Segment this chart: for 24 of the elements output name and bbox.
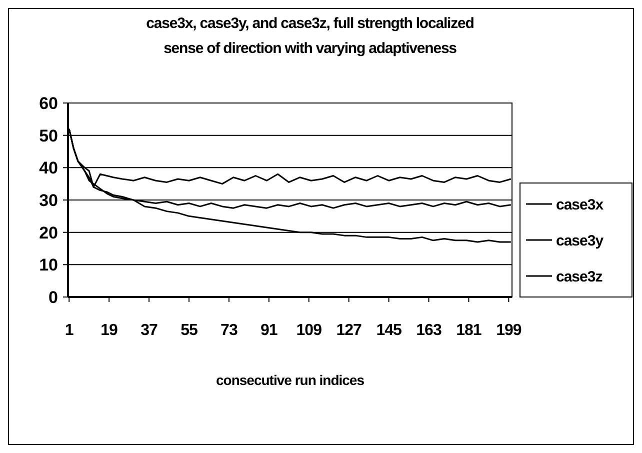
chart-title: case3x, case3y, and case3z, full strength localized sense of direction with varying adaptiveness: [146, 15, 474, 57]
y-tick-label: 0: [48, 288, 58, 307]
x-tick-label: 1: [64, 322, 74, 339]
x-tick-label: 19: [100, 322, 118, 339]
x-tick-label: 145: [376, 322, 402, 339]
x-axis-title: consecutive run indices: [216, 372, 365, 388]
x-tick-label: 127: [336, 322, 362, 339]
x-tick-label: 55: [180, 322, 198, 339]
x-tick-label: 163: [416, 322, 442, 339]
x-tick-label: 91: [260, 322, 278, 339]
legend-label: case3y: [556, 232, 604, 250]
y-tick-label: 40: [39, 158, 58, 178]
x-tick-label: 73: [220, 322, 238, 339]
x-tick-label: 109: [296, 322, 322, 339]
x-tick-label: 199: [496, 322, 522, 339]
x-tick-label: 181: [456, 322, 482, 339]
y-tick-label: 50: [39, 126, 58, 146]
y-tick-label: 60: [39, 94, 58, 113]
x-tick-label: 37: [140, 322, 158, 339]
legend-label: case3z: [556, 268, 602, 286]
y-tick-label: 20: [39, 223, 58, 242]
legend-label: case3x: [556, 196, 604, 214]
y-tick-label: 30: [39, 190, 58, 210]
y-tick-label: 10: [39, 256, 58, 275]
